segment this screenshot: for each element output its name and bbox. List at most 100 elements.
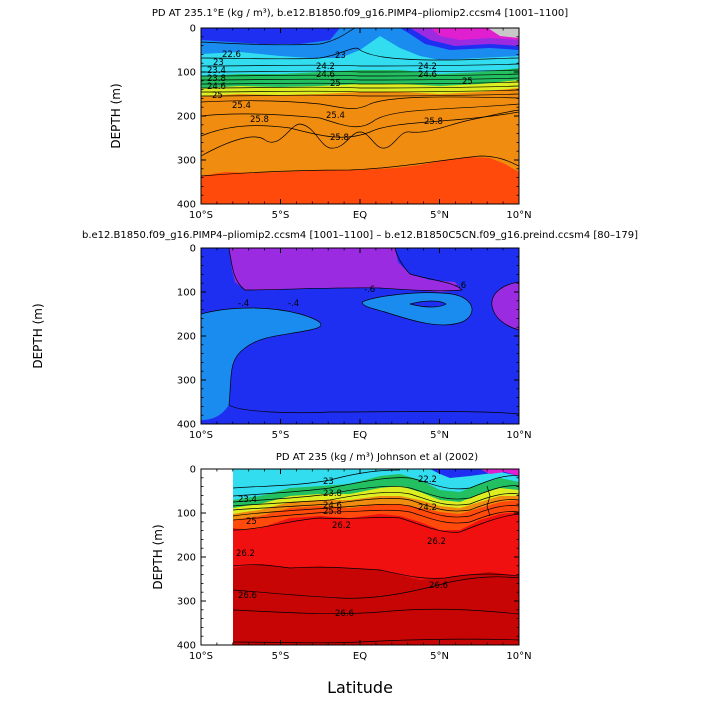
p3-contour-label: 23.4 (238, 495, 257, 505)
panel-1-title: PD AT 235.1°E (kg / m³), b.e12.B1850.f09… (152, 8, 568, 19)
y-axis-label: DEPTH (m) (151, 524, 165, 589)
x-tick-label: 5°N (430, 651, 449, 662)
p1-contour-line (201, 89, 519, 93)
p1-contour-label: 25 (462, 77, 473, 87)
p1-contour-line (201, 73, 519, 77)
p1-contour-line (201, 63, 519, 67)
p3-contour-line (232, 469, 401, 489)
x-tick-label: 5°N (430, 210, 449, 221)
p1-contour-label: 24.6 (418, 70, 437, 80)
p1-contour-line (201, 111, 519, 138)
panel-2: b.e12.B1850.f09_g16.PIMP4–pliomip2.ccsm4… (82, 230, 638, 425)
y-tick-label: 200 (177, 332, 196, 343)
panel-3: PD AT 235 (kg / m³) Johnson et al (2002) (200, 452, 520, 646)
p1-contour-label: 25.4 (232, 101, 251, 111)
y-tick-label: 300 (177, 597, 196, 608)
p3-contour-line (232, 509, 519, 524)
y-tick-label: 200 (177, 553, 196, 564)
p2-contour-label: -.4 (288, 299, 299, 309)
y-axis-label: DEPTH (m) (109, 83, 123, 148)
p1-contour-label: 22.6 (222, 50, 241, 60)
p2-contour-line (491, 281, 519, 331)
p1-contour-line (201, 103, 519, 128)
x-tick-label: 10°N (506, 210, 531, 221)
p1-contour-label: 23 (335, 51, 346, 61)
p3-contour-label: 25.8 (323, 507, 342, 517)
y-tick-label: 0 (190, 465, 196, 476)
p3-contour-label: 26.6 (238, 591, 257, 601)
p1-contour-label: 25.8 (330, 133, 349, 143)
p3-contour-label: 26.6 (335, 609, 354, 619)
p3-contour-label: 26.2 (427, 537, 446, 547)
p1-contour-label: 25 (330, 79, 341, 89)
p3-contour-line (232, 503, 519, 518)
p1-contour-label: 24.2 (418, 62, 437, 72)
p1-contour-line (201, 28, 356, 46)
p3-contour-label: 26.6 (429, 581, 448, 591)
p1-contour-label: 25.8 (250, 115, 269, 125)
p3-contour-label: 22.2 (418, 475, 437, 485)
panel-2-title: b.e12.B1850.f09_g16.PIMP4–pliomip2.ccsm4… (82, 230, 638, 241)
p3-contour-line (232, 498, 519, 512)
p1-contour-line (201, 81, 519, 85)
p3-contour-line (232, 608, 519, 615)
p1-contour-label: 25.4 (326, 111, 345, 121)
p3-contour-label: 23 (323, 477, 334, 487)
p3-contour-line (232, 564, 519, 579)
p2-fill-azure-right (362, 292, 473, 325)
p1-fill-gray (488, 28, 519, 38)
p2-contour-line (361, 292, 473, 326)
p2-fill-purple-top (229, 248, 462, 292)
p1-contour-label: 24.2 (316, 62, 335, 72)
p3-contour-line (232, 492, 519, 507)
p2-contour-line (201, 307, 519, 415)
axes-layer: 10°S 5°S EQ 5°N 10°N 0 100 200 300 400 DEPTH (m) 10… (31, 24, 532, 663)
p3-contour-line (232, 475, 519, 497)
p1-contour-line (201, 85, 519, 89)
p2-fill-azure (201, 308, 321, 420)
x-tick-label: EQ (353, 210, 367, 221)
y-tick-label: 100 (177, 288, 196, 299)
y-tick-label: 200 (177, 112, 196, 123)
y-tick-label: 400 (177, 420, 196, 431)
p2-contour-label: -.4 (238, 299, 249, 309)
p3-contour-line (232, 576, 519, 599)
x-tick-label: EQ (353, 651, 367, 662)
p1-contour-line (201, 96, 519, 109)
x-axis-label: Latitude (327, 678, 393, 697)
y-axis-label: DEPTH (m) (31, 303, 45, 368)
p1-contour-line (201, 77, 519, 81)
p1-contour-label: 24.6 (207, 82, 226, 92)
x-tick-label: 10°S (189, 210, 213, 221)
p3-contour-label: 26.2 (236, 549, 255, 559)
x-tick-label: 5°S (272, 210, 290, 221)
p3-contour-label: 24.2 (418, 503, 437, 513)
p3-contour-label: 26.2 (332, 521, 351, 531)
p2-fill-blue-island (410, 301, 446, 307)
p2-contour-label: -.6 (455, 281, 466, 291)
p2-contour-line (409, 300, 447, 308)
p3-contour-label: 23.8 (323, 489, 342, 499)
p3-contour-label: 25 (246, 517, 257, 527)
p1-contour-line (201, 47, 519, 61)
p1-contour-label: 23.4 (207, 66, 226, 76)
p1-contour-line (201, 155, 519, 177)
y-tick-label: 300 (177, 156, 196, 167)
x-tick-label: 10°S (189, 430, 213, 441)
panel-1: PD AT 235.1°E (kg / m³), b.e12.B1850.f09… (152, 8, 568, 205)
p1-contour-label: 23 (213, 58, 224, 68)
p3-contour-line (486, 485, 491, 517)
p2-contour-line (228, 248, 463, 292)
y-tick-label: 300 (177, 376, 196, 387)
p3-contour-line (232, 513, 519, 533)
y-tick-label: 100 (177, 68, 196, 79)
p1-contour-line (201, 69, 519, 73)
p1-contour-label: 25 (212, 91, 223, 101)
x-tick-label: 5°S (272, 430, 290, 441)
y-tick-label: 0 (190, 244, 196, 255)
p1-contour-line (201, 109, 519, 157)
p3-fill-magenta (480, 469, 519, 476)
panel-3-title: PD AT 235 (kg / m³) Johnson et al (2002) (276, 452, 478, 463)
y-tick-label: 400 (177, 200, 196, 211)
p1-contour-label: 25.8 (424, 117, 443, 127)
